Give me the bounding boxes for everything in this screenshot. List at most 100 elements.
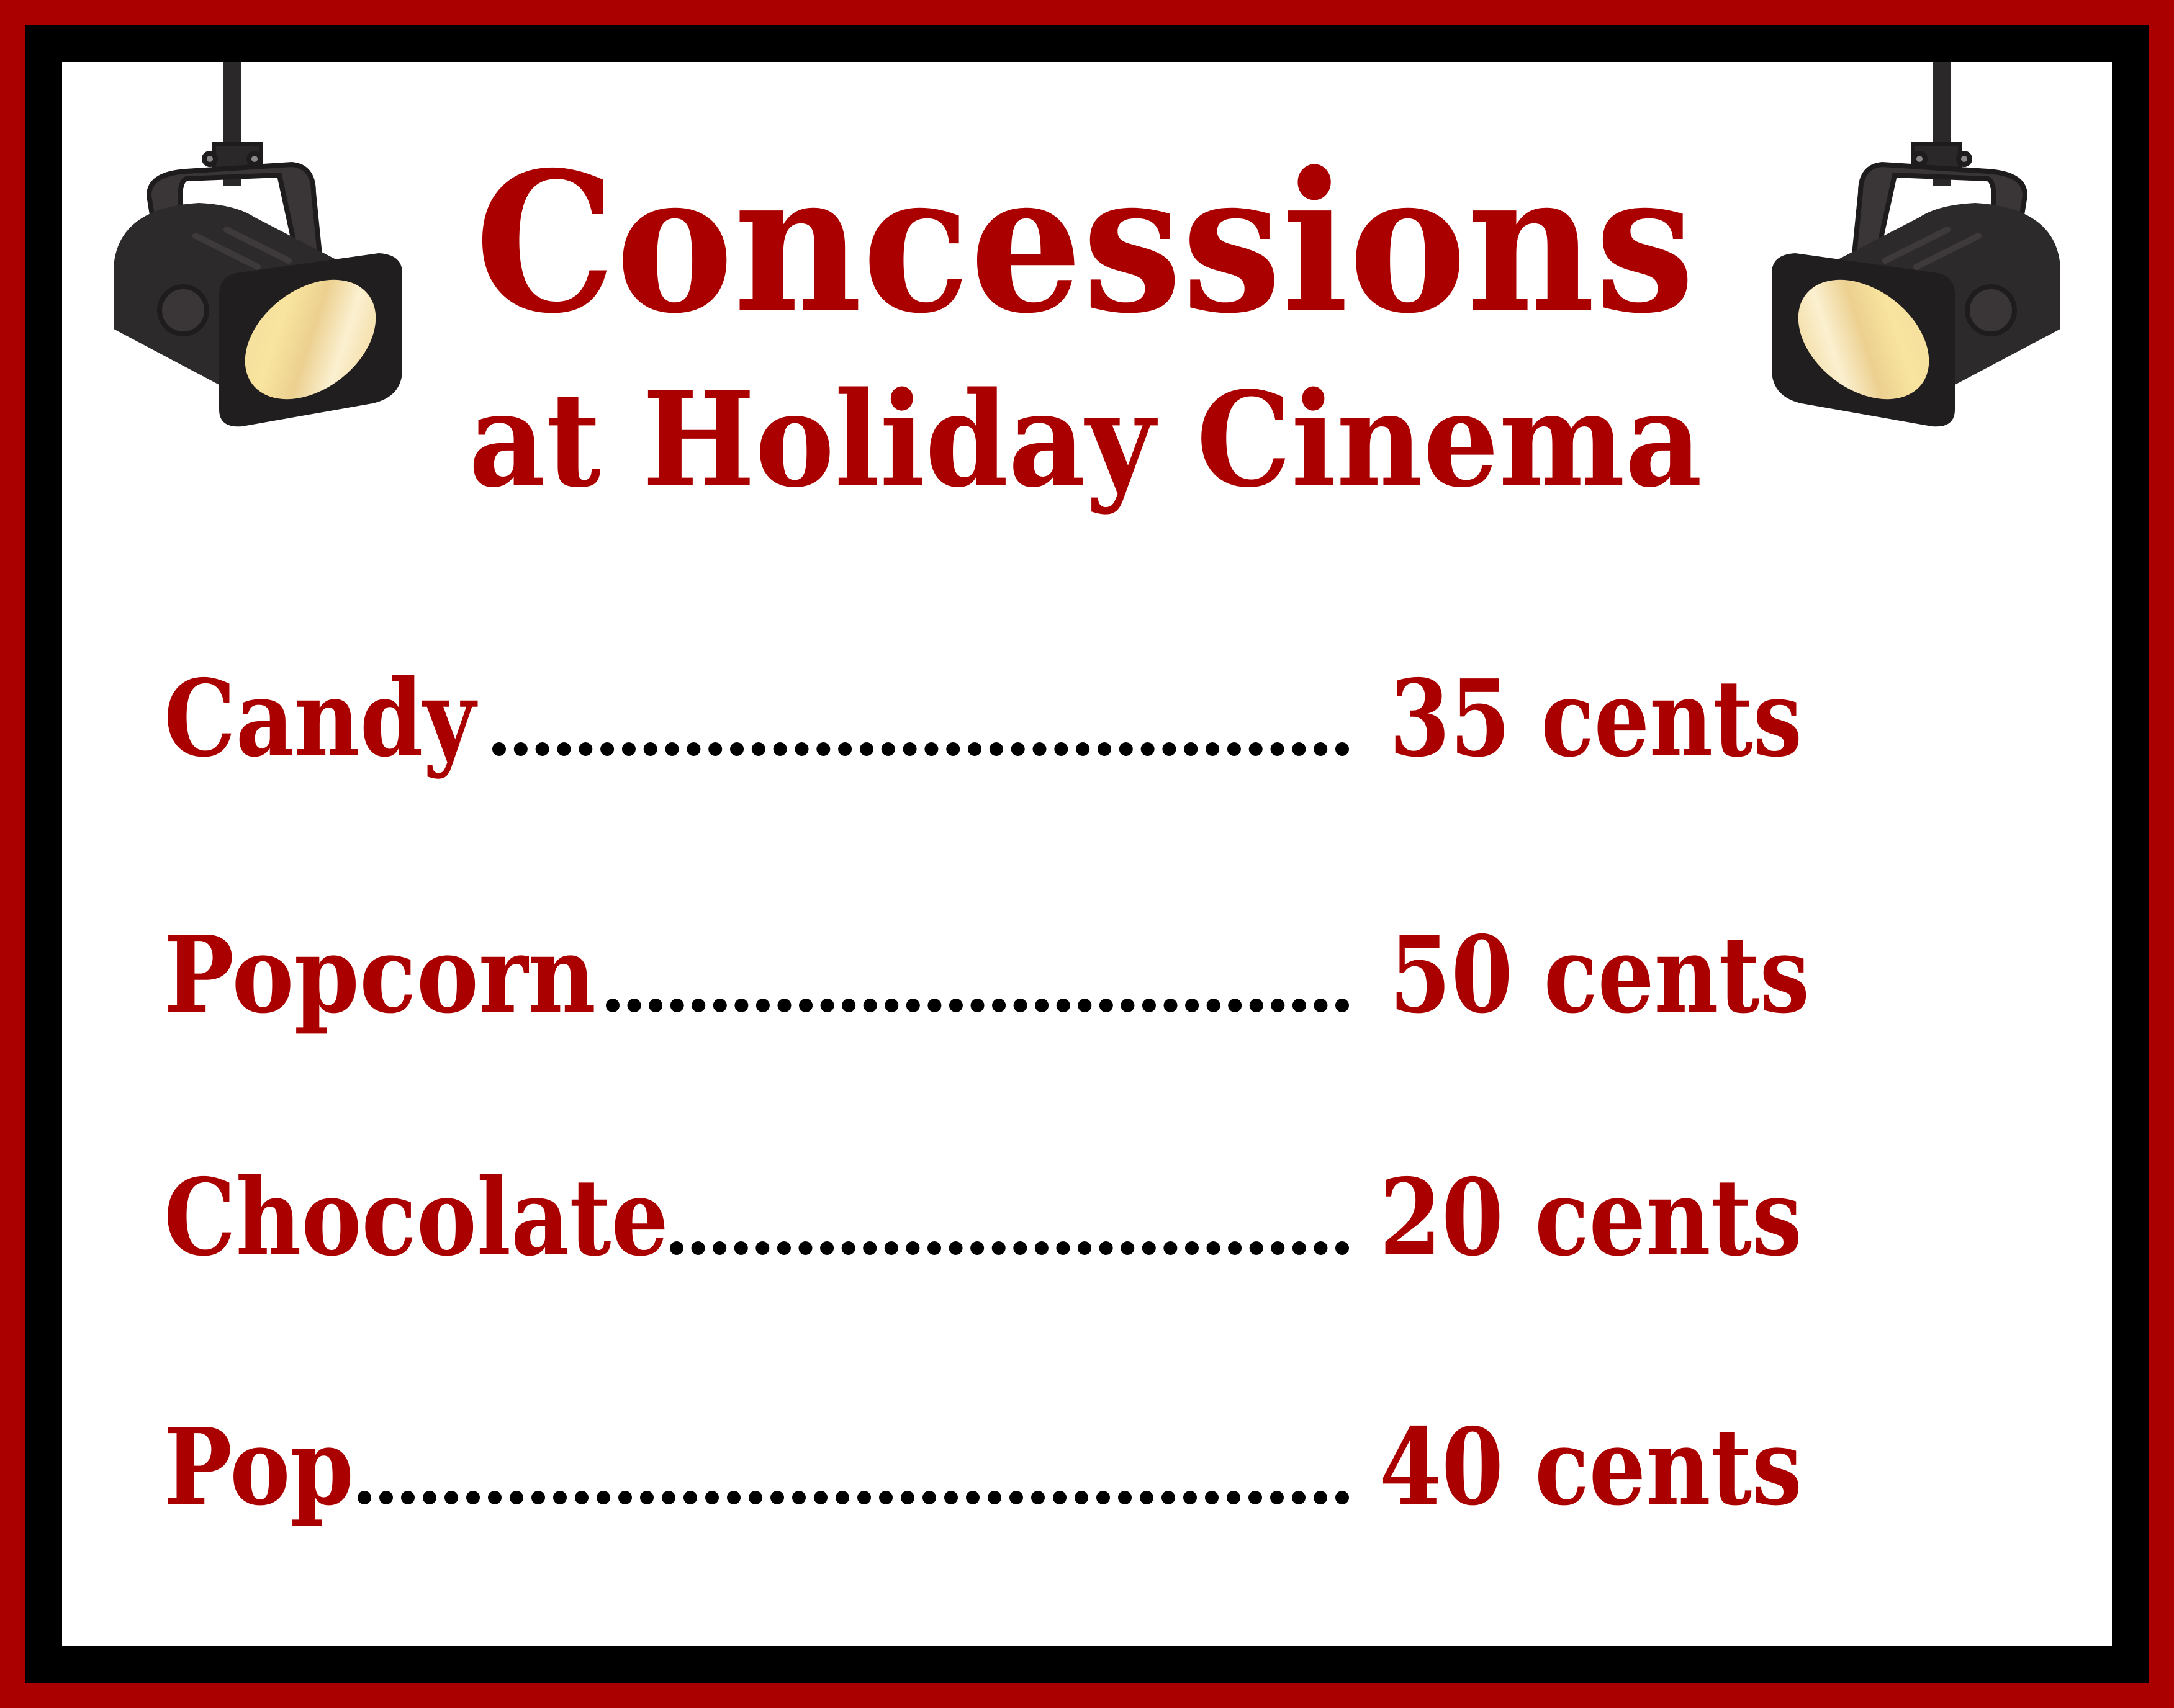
leader-dot [991, 1241, 1006, 1255]
menu-item-price: 40 cents [1379, 1405, 1802, 1529]
leader-dot [1118, 1491, 1132, 1504]
leader-dot [1099, 999, 1113, 1012]
leader-dot [1034, 1241, 1049, 1255]
leader-dot [927, 1241, 941, 1255]
leader-dot [1314, 742, 1328, 756]
poster-background [62, 62, 2112, 1646]
page-title: Concessions [475, 130, 1695, 356]
leader-dot [621, 742, 636, 756]
leader-dot [842, 999, 856, 1012]
leader-dot [1228, 999, 1242, 1012]
leader-dot [820, 1241, 834, 1255]
leader-dot [579, 742, 593, 756]
leader-dot [708, 742, 723, 756]
leader-dot [1335, 999, 1349, 1012]
leader-dot [1206, 1241, 1220, 1255]
leader-dot [1096, 1491, 1110, 1504]
leader-dot [885, 999, 899, 1012]
leader-dot [1142, 1241, 1156, 1255]
leader-dot [1335, 1491, 1349, 1504]
leader-dot [1227, 1491, 1240, 1504]
menu-item-price: 35 cents [1389, 657, 1802, 781]
dot-leader [670, 1241, 1349, 1255]
leader-dot [687, 742, 701, 756]
leader-dot [1013, 1241, 1027, 1255]
leader-dot [665, 742, 679, 756]
leader-dot [379, 1491, 393, 1504]
leader-dot [618, 1491, 632, 1504]
leader-dot [901, 1491, 914, 1504]
leader-dot [1140, 1491, 1153, 1504]
leader-dot [1335, 1241, 1349, 1255]
leader-dot [1271, 1241, 1285, 1255]
leader-dot [924, 742, 939, 756]
leader-dot [1270, 742, 1284, 756]
leader-dot [600, 742, 615, 756]
leader-dot [1228, 1241, 1242, 1255]
leader-dot [713, 999, 727, 1012]
menu-item-price: 20 cents [1379, 1156, 1802, 1280]
menu-row: Candy 35 cents [164, 657, 1802, 781]
leader-dot [727, 1491, 741, 1504]
leader-dot [1013, 999, 1027, 1012]
leader-dot [358, 1491, 371, 1504]
menu-item-name: Chocolate [164, 1156, 669, 1280]
leader-dot [1078, 1241, 1092, 1255]
leader-dot [966, 1491, 980, 1504]
leader-dot [649, 999, 663, 1012]
leader-dot [1119, 742, 1133, 756]
leader-dot [597, 1491, 610, 1504]
leader-dot [670, 999, 684, 1012]
leader-dot [927, 999, 942, 1012]
leader-dot [751, 742, 765, 756]
leader-dot [1035, 999, 1049, 1012]
leader-dot [513, 742, 528, 756]
leader-dot [1206, 742, 1220, 756]
leader-dot [1185, 999, 1199, 1012]
leader-dot [1140, 742, 1155, 756]
leader-dot [730, 742, 744, 756]
leader-dot [1032, 742, 1047, 756]
leader-dot [1099, 1241, 1113, 1255]
leader-dot [1075, 1491, 1088, 1504]
leader-dot [1121, 999, 1135, 1012]
leader-dot [755, 999, 770, 1012]
leader-dot [777, 999, 792, 1012]
leader-dot [1335, 742, 1349, 756]
leader-dot [988, 1491, 1001, 1504]
leader-dot [881, 742, 895, 756]
leader-dot [627, 999, 641, 1012]
leader-dot [444, 1491, 458, 1504]
menu-item-name: Pop [164, 1405, 354, 1529]
leader-dot [1031, 1491, 1045, 1504]
leader-dot [838, 742, 852, 756]
spotlight-icon-left [114, 62, 402, 426]
leader-dot [1163, 999, 1178, 1012]
leader-dot [879, 1491, 893, 1504]
leader-dot [903, 742, 917, 756]
leader-dot [968, 742, 982, 756]
leader-dot [795, 742, 809, 756]
menu-item-name: Popcorn [164, 913, 596, 1037]
menu-row: Pop 40 cents [164, 1405, 1802, 1529]
leader-dot [1184, 742, 1198, 756]
leader-dot [863, 1241, 877, 1255]
leader-dot [1249, 1241, 1263, 1255]
leader-dot [1292, 1491, 1306, 1504]
leader-dot [1248, 1491, 1262, 1504]
leader-dot [1161, 1491, 1175, 1504]
leader-dot [814, 1491, 828, 1504]
leader-dot [1206, 999, 1220, 1012]
leader-dot [777, 1241, 791, 1255]
leader-dot [1076, 742, 1090, 756]
menu-row: Chocolate 20 cents [164, 1156, 1802, 1280]
leader-dot [859, 742, 873, 756]
leader-dot [1314, 999, 1328, 1012]
leader-dot [816, 742, 831, 756]
leader-dot [510, 1491, 523, 1504]
leader-dot [575, 1491, 589, 1504]
leader-dot [423, 1491, 436, 1504]
leader-dot [557, 742, 571, 756]
leader-dot [1249, 999, 1263, 1012]
dot-leader [606, 999, 1349, 1012]
